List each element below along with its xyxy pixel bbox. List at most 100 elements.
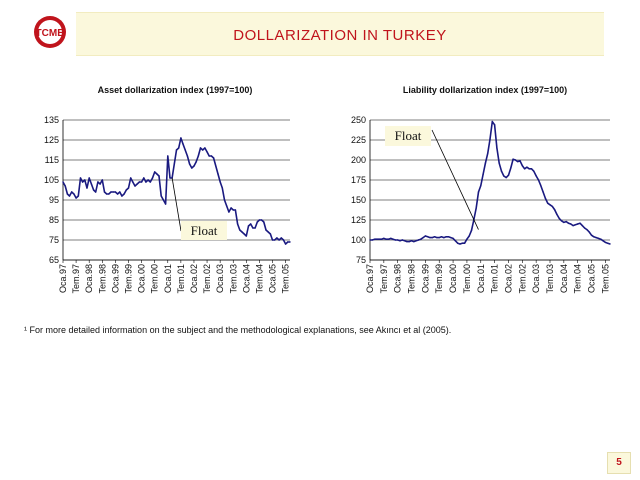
x-tick-label: Tem.99 xyxy=(123,264,133,294)
liability-chart-title: Liability dollarization index (1997=100) xyxy=(402,85,568,95)
data-point xyxy=(496,147,498,149)
data-point xyxy=(154,171,156,173)
data-point xyxy=(217,173,219,175)
data-point xyxy=(528,168,530,170)
data-point xyxy=(232,209,234,211)
data-point xyxy=(537,179,540,181)
data-point xyxy=(173,163,175,165)
data-point xyxy=(284,243,287,245)
y-tick-label: 125 xyxy=(44,135,59,145)
data-point xyxy=(560,220,563,222)
data-point xyxy=(193,165,195,167)
data-point xyxy=(241,231,243,233)
x-tick-label: Tem.97 xyxy=(71,264,81,294)
data-point xyxy=(97,181,99,183)
data-point xyxy=(567,222,570,224)
x-tick-label: Tem.98 xyxy=(407,264,417,294)
data-point xyxy=(577,223,579,225)
data-point xyxy=(380,238,383,240)
data-point xyxy=(440,236,443,238)
data-point xyxy=(90,183,93,185)
data-point xyxy=(282,239,285,241)
data-point xyxy=(140,181,143,183)
data-point xyxy=(514,159,517,161)
data-point xyxy=(204,147,206,149)
x-tick-label: Tem.99 xyxy=(434,264,444,294)
data-point xyxy=(436,236,438,239)
index-series-line xyxy=(62,137,290,245)
data-point xyxy=(408,240,410,243)
data-point xyxy=(487,152,489,155)
data-point xyxy=(206,151,208,153)
y-tick-label: 85 xyxy=(49,215,59,225)
data-point xyxy=(132,181,134,183)
data-point xyxy=(433,236,436,238)
data-point xyxy=(106,193,108,195)
data-point xyxy=(236,223,239,225)
liability-float-annotation: Float xyxy=(385,126,431,146)
x-tick-label: Oca.05 xyxy=(587,264,597,293)
data-point xyxy=(64,185,66,187)
tcmb-logo: TCMB xyxy=(34,16,66,48)
data-point xyxy=(406,240,408,243)
y-tick-label: 75 xyxy=(49,235,59,245)
data-point xyxy=(149,181,151,183)
data-point xyxy=(79,177,82,179)
data-point xyxy=(563,221,565,224)
data-point xyxy=(180,137,182,139)
data-point xyxy=(278,239,280,241)
y-tick-label: 95 xyxy=(49,195,59,205)
x-tick-label: Tem.01 xyxy=(490,264,500,294)
data-point xyxy=(143,177,145,179)
data-point xyxy=(549,204,551,206)
data-point xyxy=(535,175,537,177)
x-tick-label: Tem.03 xyxy=(228,264,238,294)
y-tick-label: 200 xyxy=(351,155,366,165)
data-point xyxy=(454,240,457,242)
data-point xyxy=(521,164,523,167)
data-point xyxy=(68,195,71,197)
data-point xyxy=(477,191,480,193)
x-tick-label: Oca.03 xyxy=(215,264,225,293)
y-tick-label: 150 xyxy=(351,195,366,205)
x-tick-label: Oca.00 xyxy=(137,264,147,293)
data-point xyxy=(221,187,223,189)
data-point xyxy=(223,199,226,201)
data-point xyxy=(519,160,521,162)
data-point xyxy=(265,229,267,231)
gridlines xyxy=(63,119,290,261)
data-point xyxy=(215,165,217,167)
footnote-text: For more detailed information on the sub… xyxy=(29,325,452,335)
x-tick-label: Tem.00 xyxy=(150,264,160,294)
x-tick-label: Tem.02 xyxy=(202,264,212,294)
x-tick-label: Tem.04 xyxy=(573,264,583,294)
logo-text: TCMB xyxy=(36,28,65,39)
data-point xyxy=(533,170,535,172)
data-point xyxy=(450,236,452,239)
data-point xyxy=(230,207,232,209)
data-point xyxy=(136,183,138,185)
data-point xyxy=(178,147,180,149)
x-tick-label: Tem.03 xyxy=(545,264,555,294)
footnote: ¹ For more detailed information on the s… xyxy=(24,325,451,335)
page-title: DOLLARIZATION IN TURKEY xyxy=(233,27,447,44)
data-point xyxy=(287,241,289,243)
data-point xyxy=(226,205,228,207)
data-point xyxy=(167,155,169,157)
x-tick-label: Tem.02 xyxy=(517,264,527,294)
y-tick-label: 115 xyxy=(45,155,59,165)
data-point xyxy=(134,185,136,187)
data-point xyxy=(417,239,420,241)
data-point xyxy=(586,228,588,231)
data-point xyxy=(258,219,261,221)
data-point xyxy=(609,243,611,245)
data-point xyxy=(438,236,440,239)
data-point xyxy=(95,191,97,193)
x-tick-label: Oca.02 xyxy=(503,264,513,293)
data-point xyxy=(73,193,75,195)
data-point xyxy=(66,193,69,195)
data-points xyxy=(62,137,291,245)
data-point xyxy=(540,184,542,187)
data-point xyxy=(138,181,141,183)
data-point xyxy=(415,240,417,242)
